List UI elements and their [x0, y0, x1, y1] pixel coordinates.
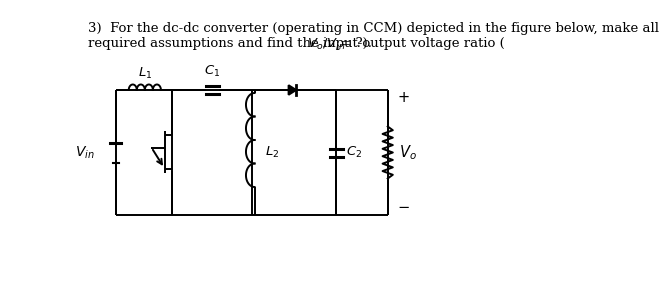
Text: −: −	[397, 200, 409, 215]
Text: $V_{in}$: $V_{in}$	[75, 144, 95, 161]
Text: $L_2$: $L_2$	[265, 145, 279, 160]
Text: = ?).: = ?).	[336, 37, 373, 50]
Text: +: +	[397, 90, 409, 104]
Polygon shape	[289, 85, 296, 95]
Text: $V_o/V_{in}$: $V_o/V_{in}$	[307, 37, 346, 52]
Text: 3)  For the dc-dc converter (operating in CCM) depicted in the figure below, mak: 3) For the dc-dc converter (operating in…	[88, 22, 661, 35]
Text: $C_2$: $C_2$	[346, 145, 362, 160]
Text: $V_o$: $V_o$	[399, 143, 416, 162]
Text: required assumptions and find the input-output voltage ratio (: required assumptions and find the input-…	[88, 37, 504, 50]
Text: $C_1$: $C_1$	[204, 64, 220, 79]
Text: $L_1$: $L_1$	[137, 66, 152, 81]
